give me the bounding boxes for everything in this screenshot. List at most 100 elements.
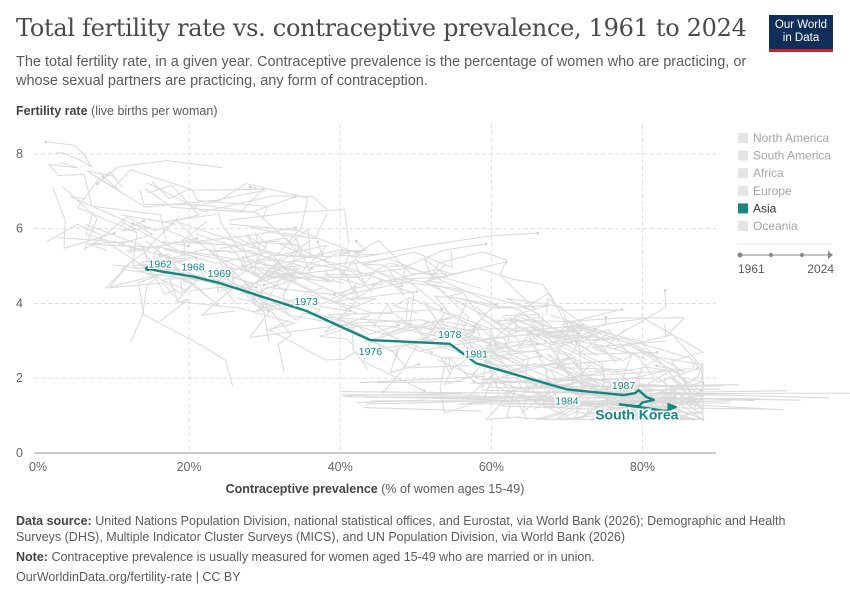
background-point (536, 231, 540, 235)
background-country-line (108, 257, 208, 289)
background-country-line (503, 291, 607, 354)
background-point (423, 389, 426, 393)
source-url-link[interactable]: OurWorldinData.org/fertility-rate | CC B… (16, 570, 241, 584)
background-country-line (453, 300, 538, 352)
background-country-line (541, 314, 603, 369)
series-end-label[interactable]: South Korea (594, 405, 680, 424)
data-source: Data source: United Nations Population D… (16, 514, 786, 544)
background-country-line (330, 279, 526, 308)
background-country-line (450, 296, 549, 373)
background-country-line (252, 286, 356, 313)
background-point (340, 248, 344, 252)
background-country-line (250, 261, 367, 287)
background-country-line (341, 391, 514, 394)
x-tick-label: 80% (630, 460, 655, 474)
legend-item[interactable]: South America (738, 149, 831, 163)
background-country-line (194, 182, 309, 255)
legend-item[interactable]: Asia (738, 201, 777, 215)
legend-item[interactable]: Europe (738, 184, 792, 198)
background-country-line (245, 231, 268, 264)
owid-logo[interactable]: Our World in Data (769, 15, 833, 52)
year-label: 1978 (438, 329, 462, 341)
background-country-line (52, 187, 115, 249)
background-country-line (174, 220, 329, 274)
background-country-line (139, 190, 359, 300)
background-country-line (104, 261, 177, 299)
x-ticks: 0% 20% 40% 60% 80% (29, 460, 655, 474)
background-country-line (113, 169, 269, 219)
background-country-line (672, 403, 784, 411)
timeline-end-arrow-icon[interactable] (828, 251, 833, 259)
background-country-line (363, 407, 482, 412)
background-point (655, 351, 659, 354)
year-label: 1976 (359, 346, 383, 358)
background-point (333, 293, 336, 297)
background-country-line (592, 414, 619, 420)
timeline-mid-marker (769, 253, 773, 257)
logo-line-1: Our World (774, 19, 828, 31)
background-country-line (656, 390, 787, 394)
background-country-line (592, 353, 672, 420)
background-country-line (393, 297, 476, 331)
background-point (112, 232, 116, 235)
background-country-line (546, 297, 592, 331)
background-country-line (56, 237, 197, 254)
south-korea-line[interactable] (147, 267, 677, 413)
background-country-line (413, 331, 541, 361)
x-tick-label: 60% (479, 460, 504, 474)
background-point (195, 237, 199, 240)
background-point (472, 380, 476, 383)
background-country-line (348, 274, 415, 327)
background-country-line (92, 174, 266, 208)
background-country-line (387, 243, 486, 267)
background-country-line (484, 318, 529, 347)
background-country-line (355, 260, 455, 281)
background-country-line (147, 182, 329, 213)
background-country-line (513, 387, 667, 391)
background-country-line (387, 257, 507, 296)
background-point (576, 331, 580, 335)
background-country-line (515, 326, 542, 357)
timeline[interactable]: 1961 2024 (737, 251, 835, 276)
legend-label: Europe (753, 184, 792, 198)
background-country-line (86, 170, 120, 191)
background-country-line (278, 228, 312, 259)
timeline-end-label: 2024 (807, 262, 834, 276)
legend-item[interactable]: Africa (738, 166, 784, 180)
background-country-line (46, 216, 176, 242)
background-country-line (363, 317, 500, 414)
background-country-line (506, 297, 622, 332)
background-point (472, 372, 476, 375)
background-country-line (455, 297, 585, 344)
timeline-start-handle[interactable] (737, 252, 743, 258)
background-country-line (62, 186, 218, 306)
background-country-line (431, 314, 473, 348)
legend-swatch (738, 133, 748, 143)
background-country-line (175, 283, 296, 331)
timeline-mid-marker (800, 253, 804, 257)
background-country-line (112, 264, 234, 387)
background-point (294, 226, 298, 229)
background-country-line (489, 336, 607, 386)
background-country-line (208, 248, 264, 309)
background-country-line (69, 195, 151, 232)
background-country-line (634, 406, 771, 410)
background-point (131, 222, 135, 225)
background-point (255, 285, 258, 289)
background-country-line (406, 323, 666, 366)
legend-label: Oceania (753, 219, 798, 233)
legend[interactable]: North America South America Africa Europe As… (738, 131, 832, 245)
series-start-point[interactable] (144, 266, 151, 272)
background-country-line (248, 306, 469, 369)
background-country-line (263, 277, 315, 292)
y-tick-label: 4 (16, 296, 23, 310)
background-country-line (195, 233, 259, 278)
legend-label: North America (753, 131, 829, 145)
legend-item[interactable]: North America (738, 131, 829, 145)
background-country-line (258, 260, 374, 293)
legend-item[interactable]: Oceania (738, 219, 798, 233)
background-country-line (348, 258, 496, 306)
background-country-line (240, 264, 370, 334)
background-country-line (346, 392, 463, 396)
